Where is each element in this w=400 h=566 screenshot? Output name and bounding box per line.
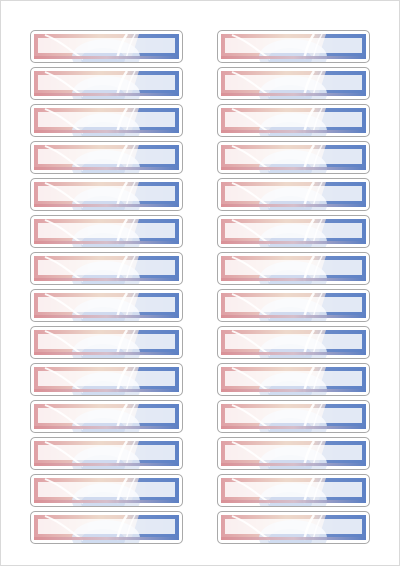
address-label	[30, 326, 183, 359]
address-label	[30, 474, 183, 507]
address-label	[217, 252, 370, 285]
address-label	[30, 511, 183, 544]
red-white-blue-swirl-graphic	[34, 292, 179, 321]
address-label	[30, 67, 183, 100]
red-white-blue-swirl-graphic	[34, 70, 179, 99]
address-label	[30, 178, 183, 211]
red-white-blue-swirl-graphic	[221, 514, 366, 543]
address-label	[30, 215, 183, 248]
red-white-blue-swirl-graphic	[34, 329, 179, 358]
address-label	[30, 30, 183, 63]
red-white-blue-swirl-graphic	[34, 181, 179, 210]
address-label	[217, 474, 370, 507]
address-label	[217, 178, 370, 211]
address-label	[217, 104, 370, 137]
red-white-blue-swirl-graphic	[221, 181, 366, 210]
address-label	[217, 141, 370, 174]
red-white-blue-swirl-graphic	[34, 218, 179, 247]
red-white-blue-swirl-graphic	[221, 107, 366, 136]
address-label	[217, 30, 370, 63]
red-white-blue-swirl-graphic	[34, 403, 179, 432]
red-white-blue-swirl-graphic	[34, 255, 179, 284]
address-label	[30, 437, 183, 470]
red-white-blue-swirl-graphic	[34, 144, 179, 173]
address-label	[30, 104, 183, 137]
address-label	[217, 67, 370, 100]
address-label	[30, 400, 183, 433]
address-label	[217, 326, 370, 359]
address-label	[217, 511, 370, 544]
red-white-blue-swirl-graphic	[34, 366, 179, 395]
red-white-blue-swirl-graphic	[34, 107, 179, 136]
red-white-blue-swirl-graphic	[221, 440, 366, 469]
address-label	[217, 437, 370, 470]
address-label	[30, 252, 183, 285]
label-grid	[30, 30, 370, 544]
red-white-blue-swirl-graphic	[221, 33, 366, 62]
red-white-blue-swirl-graphic	[34, 440, 179, 469]
red-white-blue-swirl-graphic	[221, 144, 366, 173]
address-label	[30, 141, 183, 174]
red-white-blue-swirl-graphic	[34, 477, 179, 506]
red-white-blue-swirl-graphic	[221, 403, 366, 432]
red-white-blue-swirl-graphic	[34, 514, 179, 543]
red-white-blue-swirl-graphic	[221, 255, 366, 284]
address-label	[217, 215, 370, 248]
red-white-blue-swirl-graphic	[221, 477, 366, 506]
red-white-blue-swirl-graphic	[221, 329, 366, 358]
red-white-blue-swirl-graphic	[34, 33, 179, 62]
address-label	[30, 363, 183, 396]
address-label	[217, 400, 370, 433]
red-white-blue-swirl-graphic	[221, 366, 366, 395]
red-white-blue-swirl-graphic	[221, 70, 366, 99]
red-white-blue-swirl-graphic	[221, 218, 366, 247]
address-label	[30, 289, 183, 322]
address-label	[217, 363, 370, 396]
red-white-blue-swirl-graphic	[221, 292, 366, 321]
address-label	[217, 289, 370, 322]
